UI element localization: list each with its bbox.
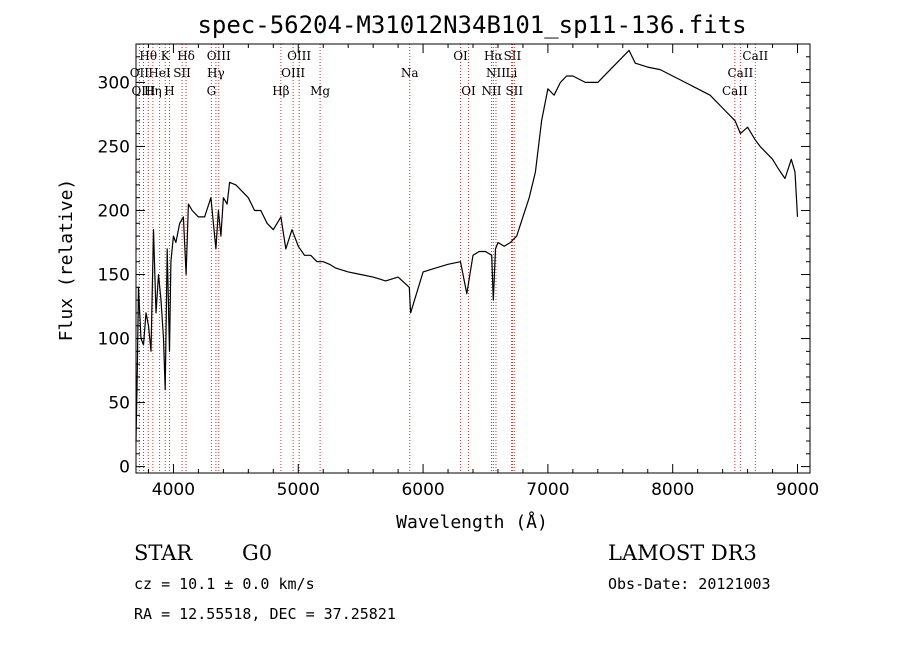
spectral-line-label: Hβ xyxy=(272,84,289,98)
spectral-line-label: K xyxy=(161,49,171,63)
spectral-line-label: SII xyxy=(504,49,522,63)
spectral-line-label: Hθ xyxy=(139,49,157,63)
x-axis-label: Wavelength (Å) xyxy=(396,511,548,533)
spectral-line-label: OIII xyxy=(131,84,155,98)
spectral-line-label: CaII xyxy=(742,49,768,63)
spectral-line-label: CaII xyxy=(727,66,753,80)
spectral-line-label: G xyxy=(207,84,217,98)
spectral-line-label: SII xyxy=(505,84,523,98)
y-tick-label: 100 xyxy=(98,330,130,350)
obs-date-text: Obs-Date: 20121003 xyxy=(608,575,771,593)
x-tick-label: 5000 xyxy=(277,480,320,500)
spectral-line-label: Hγ xyxy=(207,66,225,80)
spectral-line-label: Hη xyxy=(144,84,162,98)
series-layer xyxy=(135,49,799,442)
x-tick-label: 9000 xyxy=(776,480,819,500)
spectral-line-label: NII xyxy=(481,84,501,98)
x-tick-label: 8000 xyxy=(651,480,694,500)
survey-name: LAMOST DR3 xyxy=(608,541,757,565)
spectral-line-label: H xyxy=(164,84,174,98)
spectral-line-label: Hα xyxy=(484,49,503,63)
x-tick-label: 4000 xyxy=(152,480,195,500)
redshift-text: cz = 10.1 ± 0.0 km/s xyxy=(134,575,315,593)
y-tick-label: 200 xyxy=(98,201,130,221)
y-tick-label: 300 xyxy=(98,73,130,93)
x-tick-label: 7000 xyxy=(526,480,569,500)
object-subclass: G0 xyxy=(242,541,272,565)
spectral-line-label: OI xyxy=(453,49,468,63)
spectral-line-label: Na xyxy=(401,66,419,80)
object-class: STAR xyxy=(134,541,193,565)
spectral-line-label: CaII xyxy=(722,84,748,98)
spectral-line-label: HeI xyxy=(148,66,171,80)
y-axis-label: Flux (relative) xyxy=(56,179,77,342)
spectral-line-label: OIII xyxy=(281,66,305,80)
coords-text: RA = 12.55518, DEC = 37.25821 xyxy=(134,605,396,623)
y-tick-label: 0 xyxy=(119,458,130,478)
spectral-line-label: Hδ xyxy=(177,49,195,63)
spectral-line-label: Li xyxy=(506,66,518,80)
y-tick-label: 50 xyxy=(108,394,130,414)
spectral-line-label: Mg xyxy=(310,84,330,98)
flux-series-line xyxy=(135,49,799,442)
axis-layer: 4000 5000 6000 7000 8000 9000 0 50 100 150 200 250 3… xyxy=(98,44,819,500)
x-tick-label: 6000 xyxy=(401,480,444,500)
spectral-line-label: SII xyxy=(173,66,191,80)
spectral-line-label: OII xyxy=(130,66,150,80)
spectral-line-label: OIII xyxy=(207,49,231,63)
spectral-line-label: NII xyxy=(486,66,506,80)
y-tick-label: 150 xyxy=(98,266,130,286)
spectral-line-label: OI xyxy=(461,84,476,98)
y-tick-label: 250 xyxy=(98,137,130,157)
chart-title: spec-56204-M31012N34B101_sp11-136.fits xyxy=(197,11,746,39)
spectral-line-label: OIII xyxy=(287,49,311,63)
